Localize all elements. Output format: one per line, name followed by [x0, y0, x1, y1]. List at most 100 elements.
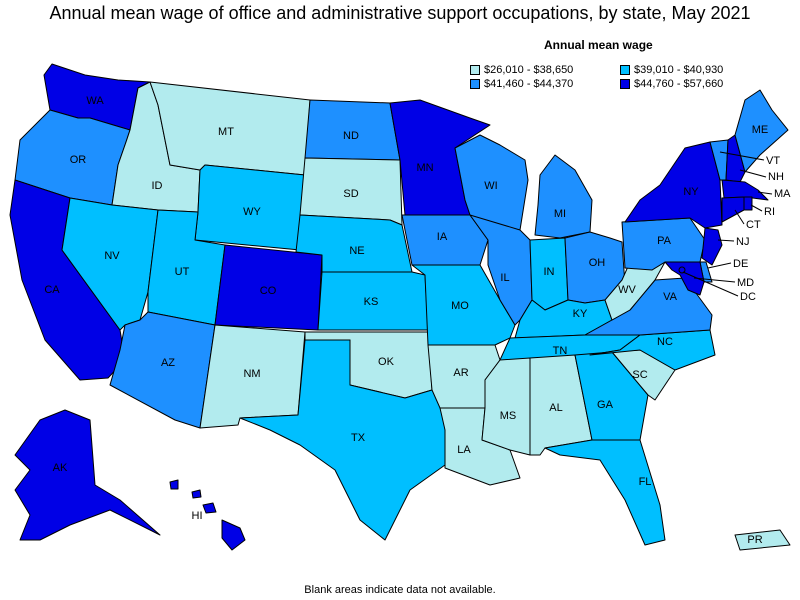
legend-title: Annual mean wage: [544, 38, 653, 52]
legend-label-bin-2: $41,460 - $44,370: [484, 78, 574, 90]
label-WY: WY: [243, 206, 261, 218]
label-CA: CA: [44, 284, 60, 296]
label-NV: NV: [104, 250, 120, 262]
label-MO: MO: [451, 300, 469, 312]
label-OR: OR: [70, 154, 87, 166]
legend-label-bin-1: $39,010 - $40,930: [634, 64, 724, 76]
state-labels: WA OR CA ID NV MT WY UT AZ CO NM ND SD N…: [44, 95, 791, 546]
leader-MA: [757, 191, 773, 195]
label-CT: CT: [746, 219, 761, 231]
label-SC: SC: [632, 369, 647, 381]
leader-VT: [719, 151, 765, 161]
label-RI: RI: [764, 206, 775, 218]
label-NE: NE: [349, 245, 364, 257]
label-NH: NH: [768, 171, 784, 183]
label-NC: NC: [657, 336, 673, 348]
label-OK: OK: [378, 356, 395, 368]
label-TN: TN: [553, 345, 568, 357]
state-NY[interactable]: [624, 141, 723, 229]
label-VA: VA: [663, 291, 678, 303]
label-PR: PR: [747, 534, 762, 546]
label-IN: IN: [544, 266, 555, 278]
label-ID: ID: [152, 180, 163, 192]
legend-swatch-bin-0: [470, 65, 480, 75]
state-AZ[interactable]: [109, 311, 216, 429]
label-AL: AL: [549, 402, 562, 414]
label-ND: ND: [343, 130, 359, 142]
label-GA: GA: [597, 399, 614, 411]
label-SD: SD: [343, 188, 358, 200]
label-WA: WA: [86, 95, 104, 107]
legend-swatch-bin-3: [620, 79, 630, 89]
state-ME[interactable]: [734, 89, 789, 173]
legend: Annual mean wage $26,010 - $38,650 $39,0…: [470, 38, 790, 90]
label-TX: TX: [351, 432, 366, 444]
legend-grid: $26,010 - $38,650 $39,010 - $40,930 $41,…: [470, 64, 790, 90]
label-VT: VT: [766, 155, 780, 167]
state-AK[interactable]: [14, 409, 161, 541]
state-HI-oahu[interactable]: [191, 489, 202, 499]
state-MD[interactable]: [664, 261, 705, 296]
label-CO: CO: [260, 285, 277, 297]
label-KY: KY: [573, 308, 588, 320]
label-AZ: AZ: [161, 357, 175, 369]
label-AK: AK: [53, 462, 68, 474]
state-HI-kauai[interactable]: [169, 479, 179, 490]
label-MS: MS: [500, 410, 517, 422]
label-DE: DE: [733, 258, 748, 270]
leader-MD: [693, 277, 736, 283]
state-PR[interactable]: [734, 529, 791, 551]
legend-item-bin-2: $41,460 - $44,370: [470, 78, 620, 90]
label-IA: IA: [437, 231, 448, 243]
legend-swatch-bin-2: [470, 79, 480, 89]
state-WI[interactable]: [454, 134, 529, 231]
label-MN: MN: [416, 162, 433, 174]
state-NJ[interactable]: [701, 227, 723, 266]
leader-NH: [739, 169, 767, 178]
legend-label-bin-3: $44,760 - $57,660: [634, 78, 724, 90]
state-DC[interactable]: [678, 266, 686, 274]
legend-item-bin-0: $26,010 - $38,650: [470, 64, 620, 76]
state-CT[interactable]: [721, 196, 745, 223]
state-NC[interactable]: [589, 329, 716, 371]
footnote: Blank areas indicate data not available.: [304, 584, 496, 596]
map-title: Annual mean wage of office and administr…: [49, 3, 751, 23]
label-DC: DC: [740, 291, 756, 303]
leader-DC: [682, 271, 739, 297]
legend-swatch-bin-1: [620, 65, 630, 75]
state-TX[interactable]: [239, 339, 446, 541]
state-HI-group: [169, 479, 246, 551]
label-AR: AR: [453, 367, 468, 379]
label-FL: FL: [639, 476, 652, 488]
label-WI: WI: [484, 180, 497, 192]
state-HI[interactable]: [221, 519, 246, 551]
leader-DE: [707, 262, 732, 269]
state-FL[interactable]: [544, 439, 666, 546]
leader-NJ: [717, 239, 735, 242]
label-MA: MA: [774, 188, 791, 200]
label-PA: PA: [657, 235, 672, 247]
label-ME: ME: [752, 124, 769, 136]
label-NM: NM: [243, 368, 260, 380]
label-KS: KS: [364, 296, 379, 308]
label-MI: MI: [554, 208, 566, 220]
label-WV: WV: [618, 284, 636, 296]
label-MT: MT: [218, 126, 234, 138]
label-NY: NY: [683, 186, 699, 198]
label-NJ: NJ: [736, 236, 749, 248]
legend-item-bin-1: $39,010 - $40,930: [620, 64, 770, 76]
state-IL[interactable]: [469, 214, 533, 326]
label-LA: LA: [457, 444, 471, 456]
legend-label-bin-0: $26,010 - $38,650: [484, 64, 574, 76]
state-MI[interactable]: [534, 154, 593, 239]
legend-item-bin-3: $44,760 - $57,660: [620, 78, 770, 90]
state-HI-maui[interactable]: [202, 502, 217, 514]
label-MD: MD: [737, 277, 754, 289]
label-OH: OH: [589, 257, 606, 269]
state-RI[interactable]: [743, 196, 753, 211]
label-HI: HI: [192, 510, 203, 522]
label-UT: UT: [175, 266, 190, 278]
leader-RI: [750, 204, 763, 212]
label-IL: IL: [500, 272, 509, 284]
